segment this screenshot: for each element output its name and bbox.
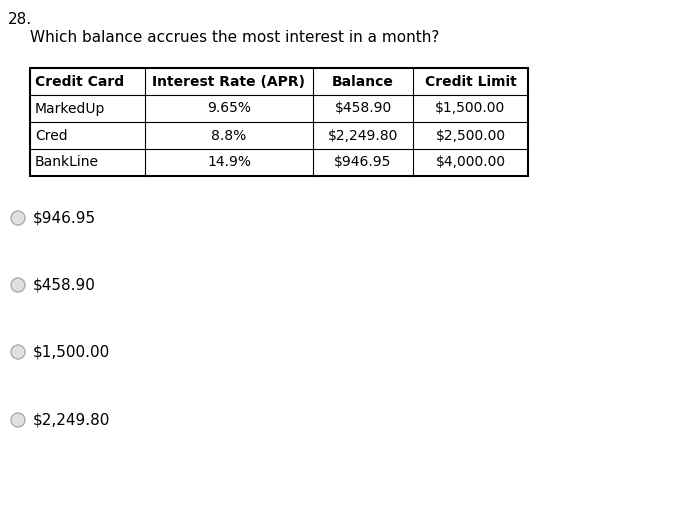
Text: 14.9%: 14.9% [207,156,251,169]
Circle shape [11,413,25,427]
Text: Cred: Cred [35,129,67,142]
Text: 8.8%: 8.8% [211,129,247,142]
Text: $2,500.00: $2,500.00 [436,129,505,142]
Text: Interest Rate (APR): Interest Rate (APR) [152,75,306,89]
Text: Balance: Balance [332,75,394,89]
Text: MarkedUp: MarkedUp [35,101,106,116]
Text: BankLine: BankLine [35,156,99,169]
Text: Credit Card: Credit Card [35,75,124,89]
Text: $4,000.00: $4,000.00 [436,156,505,169]
Text: $2,249.80: $2,249.80 [328,129,398,142]
Text: $2,249.80: $2,249.80 [33,413,111,428]
Text: Which balance accrues the most interest in a month?: Which balance accrues the most interest … [30,30,439,45]
Circle shape [11,211,25,225]
Text: $1,500.00: $1,500.00 [33,345,111,359]
Text: $1,500.00: $1,500.00 [435,101,506,116]
Circle shape [11,345,25,359]
Circle shape [11,278,25,292]
Text: 9.65%: 9.65% [207,101,251,116]
Text: 28.: 28. [8,12,32,27]
Text: $946.95: $946.95 [334,156,392,169]
Text: $946.95: $946.95 [33,210,96,225]
Text: Credit Limit: Credit Limit [425,75,516,89]
Bar [30,68,528,176]
Text: $458.90: $458.90 [33,278,96,292]
Text: $458.90: $458.90 [334,101,391,116]
